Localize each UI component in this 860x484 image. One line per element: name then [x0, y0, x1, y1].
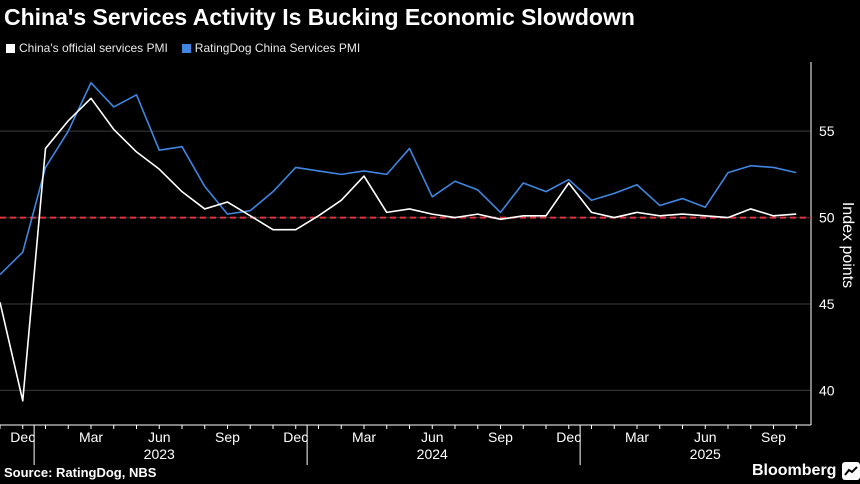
brand-footer: Bloomberg [752, 462, 860, 480]
legend-swatch-official [6, 43, 15, 53]
x-tick-label: Mar [625, 429, 649, 445]
x-tick-label: Dec [283, 429, 308, 445]
legend-item-official: China's official services PMI [6, 41, 168, 55]
bloomberg-logo-icon [842, 462, 860, 480]
x-tick-label: Mar [79, 429, 103, 445]
brand-name: Bloomberg [752, 462, 837, 479]
x-tick-label: Sep [761, 429, 786, 445]
y-tick-label-50: 50 [819, 210, 835, 226]
x-year-label: 2023 [144, 446, 175, 462]
legend-label-ratingdog: RatingDog China Services PMI [194, 41, 361, 55]
x-tick-label: Jun [421, 429, 444, 445]
x-tick-label: Sep [215, 429, 240, 445]
legend-item-ratingdog: RatingDog China Services PMI [181, 41, 361, 55]
x-year-label: 2024 [417, 446, 448, 462]
y-tick-label-55: 55 [819, 123, 835, 139]
y-axis-title: Index points [839, 202, 856, 288]
y-tick-label-45: 45 [819, 296, 835, 312]
legend: China's official services PMI RatingDog … [6, 41, 360, 55]
legend-swatch-ratingdog [181, 43, 191, 53]
x-tick-label: Dec [556, 429, 581, 445]
x-tick-label: Jun [694, 429, 717, 445]
x-year-label: 2025 [690, 446, 721, 462]
x-tick-label: Dec [10, 429, 35, 445]
y-tick-label-40: 40 [819, 382, 835, 398]
x-tick-label: Sep [488, 429, 513, 445]
series-line-official-pmi [0, 97, 797, 402]
x-tick-label: Mar [352, 429, 376, 445]
x-tick-label: Jun [148, 429, 171, 445]
chart-title: China's Services Activity Is Bucking Eco… [4, 4, 635, 30]
source-note: Source: RatingDog, NBS [4, 465, 157, 480]
series-line-ratingdog-pmi [0, 81, 797, 276]
legend-label-official: China's official services PMI [19, 41, 168, 55]
